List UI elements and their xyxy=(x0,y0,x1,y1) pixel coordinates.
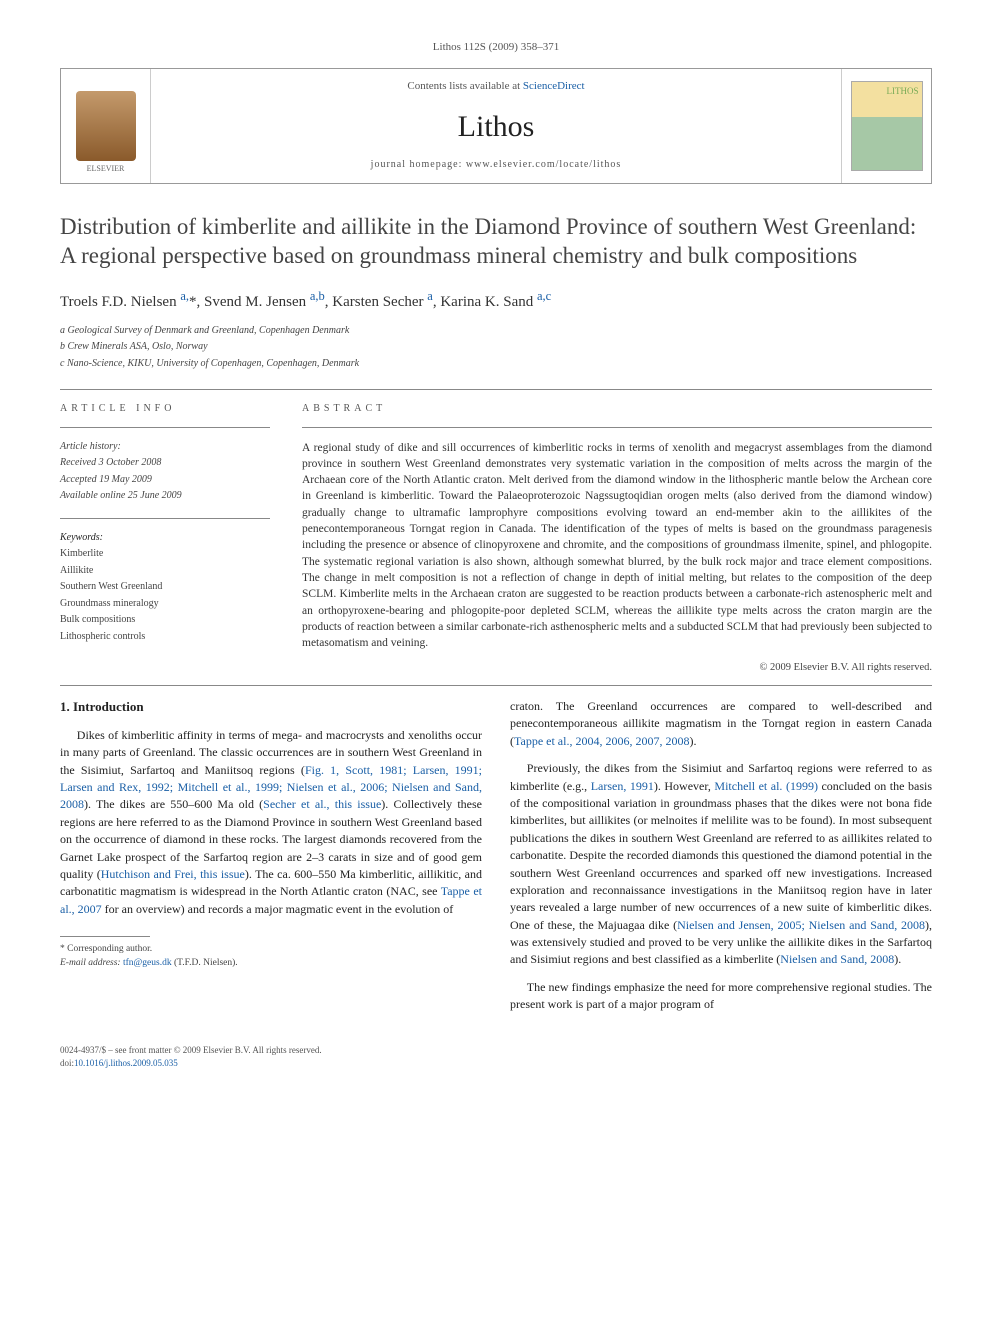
article-title: Distribution of kimberlite and aillikite… xyxy=(60,212,932,271)
divider-bottom xyxy=(60,685,932,686)
body-columns: 1. Introduction Dikes of kimberlitic aff… xyxy=(60,698,932,1024)
keywords-head: Keywords: xyxy=(60,531,270,546)
left-column: 1. Introduction Dikes of kimberlitic aff… xyxy=(60,698,482,1024)
elsevier-tree-icon xyxy=(76,91,136,161)
citation-link[interactable]: Tappe et al., 2004, 2006, 2007, 2008 xyxy=(514,734,689,748)
text-run: ). The dikes are 550–600 Ma old ( xyxy=(84,797,263,811)
history-head: Article history: xyxy=(60,440,270,455)
article-history: Article history: Received 3 October 2008… xyxy=(60,440,270,504)
citation-link[interactable]: Hutchison and Frei, this issue xyxy=(101,867,245,881)
affil-ref-a[interactable]: a, xyxy=(180,289,189,303)
affiliation-b: b Crew Minerals ASA, Oslo, Norway xyxy=(60,340,932,355)
journal-masthead: Contents lists available at ScienceDirec… xyxy=(60,68,932,184)
corresponding-author: * Corresponding author. xyxy=(60,943,482,957)
abstract-block: ABSTRACT A regional study of dike and si… xyxy=(302,402,932,675)
sciencedirect-link[interactable]: ScienceDirect xyxy=(523,80,585,92)
email-link[interactable]: tfn@geus.dk xyxy=(123,958,172,968)
email-label: E-mail address: xyxy=(60,958,123,968)
keyword: Aillikite xyxy=(60,564,270,579)
affiliation-c: c Nano-Science, KIKU, University of Cope… xyxy=(60,357,932,372)
section-1-para-1: Dikes of kimberlitic affinity in terms o… xyxy=(60,727,482,918)
abstract-text: A regional study of dike and sill occurr… xyxy=(302,440,932,652)
section-1-heading: 1. Introduction xyxy=(60,698,482,717)
section-1-para-3: Previously, the dikes from the Sisimiut … xyxy=(510,760,932,969)
author-list: Troels F.D. Nielsen a,*, Svend M. Jensen… xyxy=(60,287,932,314)
right-column: craton. The Greenland occurrences are co… xyxy=(510,698,932,1024)
keyword: Groundmass mineralogy xyxy=(60,597,270,612)
text-run: concluded on the basis of the compositio… xyxy=(510,779,932,932)
journal-cover-box: LITHOS xyxy=(841,69,931,183)
contents-line: Contents lists available at ScienceDirec… xyxy=(157,79,835,95)
doi-label: doi: xyxy=(60,1058,74,1068)
footnotes: * Corresponding author. E-mail address: … xyxy=(60,943,482,971)
email-tail: (T.F.D. Nielsen). xyxy=(172,958,238,968)
section-1-para-2: craton. The Greenland occurrences are co… xyxy=(510,698,932,750)
info-divider xyxy=(60,427,270,428)
history-accepted: Accepted 19 May 2009 xyxy=(60,473,270,488)
keyword: Kimberlite xyxy=(60,547,270,562)
keywords-list: Kimberlite Aillikite Southern West Green… xyxy=(60,547,270,644)
affiliations: a Geological Survey of Denmark and Green… xyxy=(60,324,932,372)
running-head: Lithos 112S (2009) 358–371 xyxy=(60,40,932,56)
masthead-center: Contents lists available at ScienceDirec… xyxy=(151,69,841,183)
email-line: E-mail address: tfn@geus.dk (T.F.D. Niel… xyxy=(60,957,482,971)
article-info-block: ARTICLE INFO Article history: Received 3… xyxy=(60,402,270,675)
footnote-rule xyxy=(60,936,150,937)
section-1-para-4: The new findings emphasize the need for … xyxy=(510,979,932,1014)
citation-link[interactable]: Nielsen and Sand, 2008 xyxy=(780,952,894,966)
keyword: Bulk compositions xyxy=(60,613,270,628)
text-run: for an overview) and records a major mag… xyxy=(102,902,454,916)
doi-link[interactable]: 10.1016/j.lithos.2009.05.035 xyxy=(74,1058,178,1068)
journal-cover-thumb: LITHOS xyxy=(851,81,923,171)
citation-link[interactable]: Secher et al., this issue xyxy=(263,797,381,811)
citation-link[interactable]: Larsen, 1991 xyxy=(591,779,654,793)
keyword: Lithospheric controls xyxy=(60,630,270,645)
text-run: ). xyxy=(689,734,696,748)
contents-prefix: Contents lists available at xyxy=(407,80,522,92)
article-info-label: ARTICLE INFO xyxy=(60,402,270,417)
citation-link[interactable]: Mitchell et al. (1999) xyxy=(714,779,818,793)
abstract-label: ABSTRACT xyxy=(302,402,932,417)
info-abstract-row: ARTICLE INFO Article history: Received 3… xyxy=(60,402,932,675)
affil-ref-a2[interactable]: a xyxy=(427,289,433,303)
abstract-copyright: © 2009 Elsevier B.V. All rights reserved… xyxy=(302,660,932,675)
history-online: Available online 25 June 2009 xyxy=(60,489,270,504)
text-run: ). xyxy=(894,952,901,966)
journal-homepage: journal homepage: www.elsevier.com/locat… xyxy=(157,158,835,173)
footer-doi: doi:10.1016/j.lithos.2009.05.035 xyxy=(60,1057,932,1070)
citation-link[interactable]: Nielsen and Jensen, 2005; Nielsen and Sa… xyxy=(677,918,925,932)
keyword: Southern West Greenland xyxy=(60,580,270,595)
affil-ref-ac[interactable]: a,c xyxy=(537,289,551,303)
divider-top xyxy=(60,389,932,390)
affil-ref-ab[interactable]: a,b xyxy=(310,289,325,303)
publisher-logo-box xyxy=(61,69,151,183)
abstract-divider xyxy=(302,427,932,428)
keywords-divider xyxy=(60,518,270,519)
footer: 0024-4937/$ – see front matter © 2009 El… xyxy=(60,1044,932,1070)
footer-front-matter: 0024-4937/$ – see front matter © 2009 El… xyxy=(60,1044,932,1057)
text-run: ). However, xyxy=(654,779,715,793)
journal-name: Lithos xyxy=(157,105,835,149)
history-received: Received 3 October 2008 xyxy=(60,456,270,471)
affiliation-a: a Geological Survey of Denmark and Green… xyxy=(60,324,932,339)
